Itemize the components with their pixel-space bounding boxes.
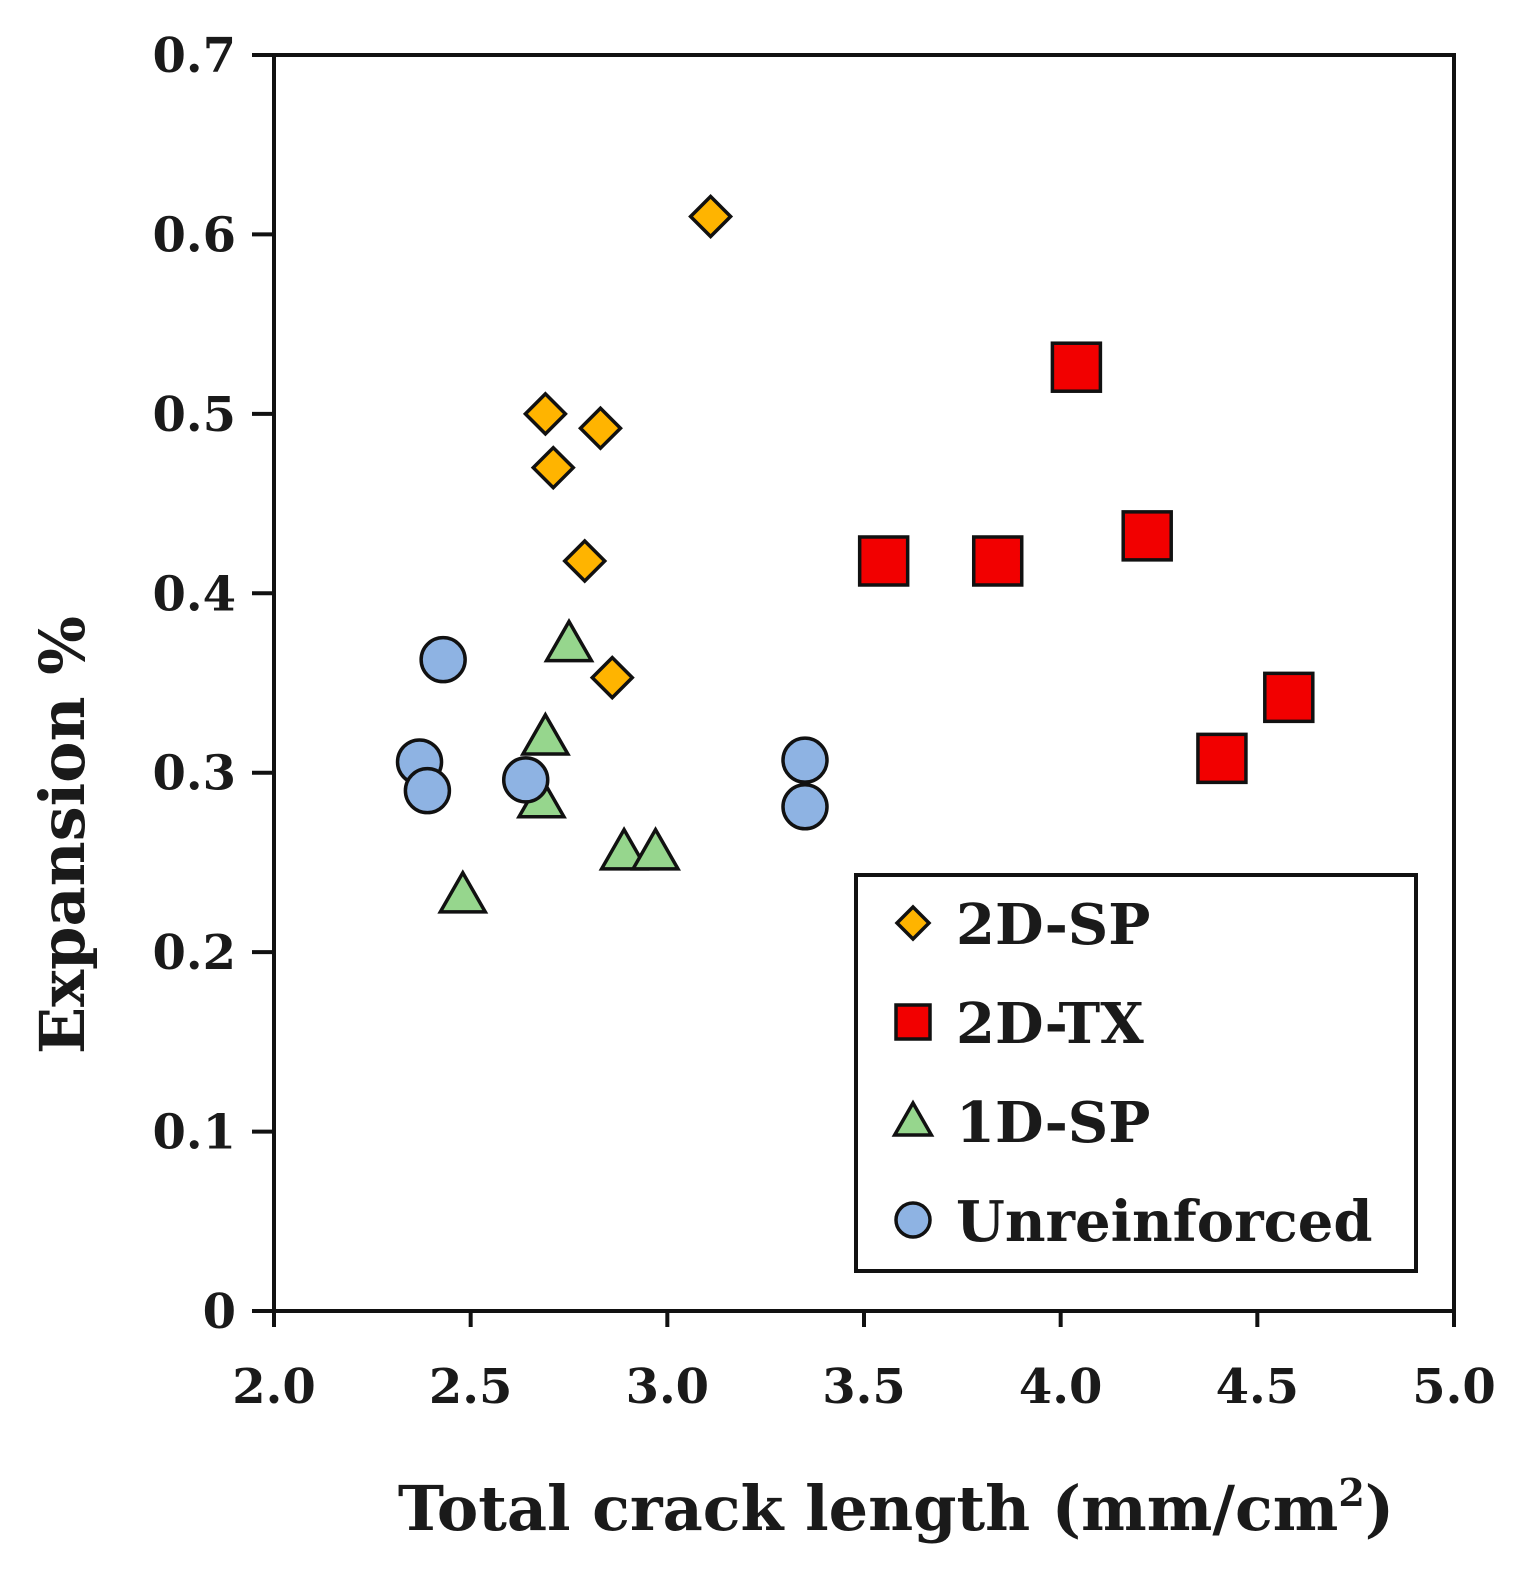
y-tick-label: 0.4 <box>152 566 236 622</box>
x-tick-label: 4.0 <box>1019 1359 1103 1415</box>
legend-marker <box>891 1099 935 1137</box>
series-1d-sp <box>437 618 681 914</box>
data-point <box>501 756 550 804</box>
series-unreinforced <box>395 635 829 831</box>
legend-item: 1D-SP <box>891 1090 1150 1156</box>
axis-ticks: 2.0 2.5 3.0 3.5 4.0 4.5 5.0 0 0.1 0.2 0.3 0.4 0.5 0.6… <box>152 28 1495 1415</box>
legend-marker <box>894 1003 932 1041</box>
data-point <box>419 635 467 684</box>
legend-entries: 2D-SP 2D-TX 1D-SP Unreinforced <box>891 892 1373 1255</box>
x-tick-label: 5.0 <box>1412 1359 1496 1415</box>
data-point <box>598 826 650 871</box>
data-point <box>1121 510 1173 562</box>
data-point <box>562 538 608 584</box>
y-tick-label: 0 <box>203 1284 236 1340</box>
legend-item: Unreinforced <box>894 1189 1373 1255</box>
y-tick-label: 0.3 <box>152 746 236 802</box>
data-point <box>589 655 635 701</box>
legend-label: 1D-SP <box>956 1090 1150 1156</box>
legend-box <box>854 873 1418 1273</box>
data-point <box>522 391 568 437</box>
y-tick-label: 0.5 <box>152 387 236 443</box>
y-tick-label: 0.2 <box>152 925 236 981</box>
x-axis-title: Total crack length (mm/cm2) <box>398 1470 1394 1545</box>
series-2d-tx <box>857 341 1315 785</box>
x-axis-title-main: Total crack length (mm/cm <box>398 1472 1338 1545</box>
legend: 2D-SP 2D-TX 1D-SP Unreinforced <box>854 873 1418 1273</box>
data-point <box>577 405 623 451</box>
y-axis-title: Expansion % <box>26 616 99 1054</box>
data-point <box>1263 671 1315 724</box>
data-point <box>857 535 910 587</box>
data-point <box>437 869 489 914</box>
x-tick-label: 2.5 <box>429 1359 513 1415</box>
legend-label: 2D-SP <box>956 892 1150 958</box>
legend-item: 2D-SP <box>894 892 1150 958</box>
data-point <box>971 535 1024 587</box>
data-point <box>519 711 571 756</box>
x-tick-label: 3.0 <box>626 1359 710 1415</box>
data-point <box>781 783 829 831</box>
x-tick-label: 4.5 <box>1216 1359 1300 1415</box>
data-point <box>1196 732 1248 785</box>
data-point <box>530 445 576 491</box>
x-tick-label: 2.0 <box>232 1359 316 1415</box>
legend-label: Unreinforced <box>956 1189 1373 1255</box>
data-point <box>1050 341 1103 393</box>
x-axis-title-superscript: 2 <box>1338 1470 1364 1515</box>
y-tick-label: 0.7 <box>152 28 236 84</box>
data-points <box>395 194 1315 914</box>
data-point <box>781 736 829 784</box>
data-point <box>688 194 734 239</box>
legend-marker <box>894 904 932 942</box>
x-axis-title-close: ) <box>1365 1472 1394 1545</box>
x-tick-label: 3.5 <box>822 1359 906 1415</box>
y-tick-label: 0.6 <box>152 207 236 263</box>
data-point <box>403 766 452 815</box>
series-2d-sp <box>522 194 734 701</box>
legend-label: 2D-TX <box>956 991 1144 1057</box>
y-tick-label: 0.1 <box>152 1105 236 1161</box>
legend-item: 2D-TX <box>894 991 1144 1057</box>
legend-marker <box>894 1201 932 1239</box>
data-point <box>543 618 595 663</box>
data-point <box>630 826 681 871</box>
